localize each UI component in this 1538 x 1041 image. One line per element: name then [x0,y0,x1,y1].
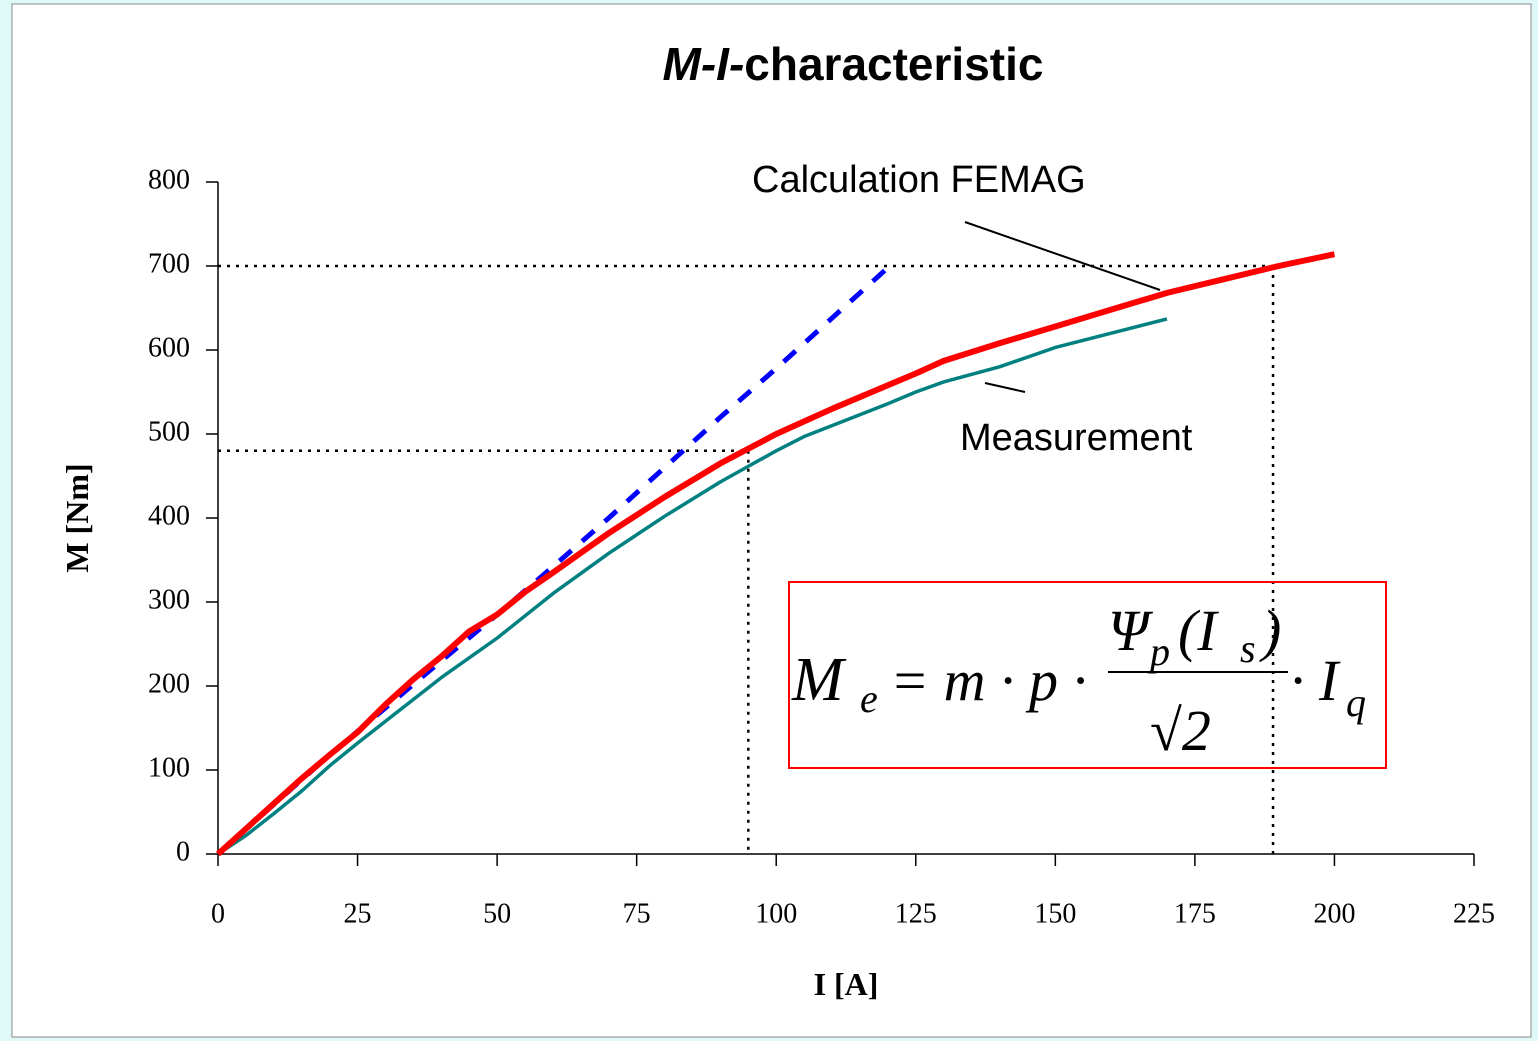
formula-box [788,581,1387,769]
chart-panel [11,3,1532,1038]
formula-part: Ψ [1108,598,1154,663]
x-tick-label: 75 [623,898,651,929]
x-tick-label: 50 [483,898,511,929]
formula-part: = m · p · [890,648,1087,713]
formula: M e = m · p · Ψ p (I s ) √2 · I q [788,581,1387,769]
y-tick-label: 800 [148,164,190,195]
y-tick-label: 100 [148,752,190,783]
title-rest: characteristic [744,38,1043,90]
x-tick-label: 225 [1453,898,1495,929]
annotation: Measurement [960,417,1193,459]
x-tick-label: 150 [1034,898,1076,929]
chart-title: M-I-characteristic [663,38,1044,90]
formula-part: ) [1259,598,1281,663]
y-tick-label: 500 [148,416,190,447]
title-italic: M-I- [663,38,745,90]
y-tick-label: 0 [176,836,190,867]
y-axis-label: M [Nm] [59,463,95,572]
formula-part: √2 [1150,698,1211,763]
x-tick-label: 175 [1174,898,1216,929]
leader-line [964,221,1161,291]
formula-part: · I [1290,648,1341,713]
y-tick-label: 600 [148,332,190,363]
formula-part: p [1147,629,1170,674]
y-tick-label: 200 [148,668,190,699]
y-tick-label: 700 [148,248,190,279]
series-line [217,317,1168,856]
x-tick-label: 100 [755,898,797,929]
series-line [216,265,890,856]
x-axis-label: I [A] [814,966,879,1002]
y-tick-label: 400 [148,500,190,531]
formula-part: q [1346,680,1366,725]
x-tick-label: 125 [895,898,937,929]
plot-area: 0 100 200 300 400 500 600 700 800 0 25 50 75 100 125 15… [148,164,1495,929]
formula-part: M [791,646,847,714]
x-tick-label: 25 [344,898,372,929]
leader-line [984,382,1026,393]
formula-part: (I [1178,598,1219,663]
x-tick-label: 200 [1313,898,1355,929]
annotation: Calculation FEMAG [752,159,1086,201]
formula-part: e [860,676,878,721]
x-tick-label: 0 [211,898,225,929]
series-line [215,251,1336,857]
y-tick-label: 300 [148,584,190,615]
formula-part: s [1240,626,1256,671]
